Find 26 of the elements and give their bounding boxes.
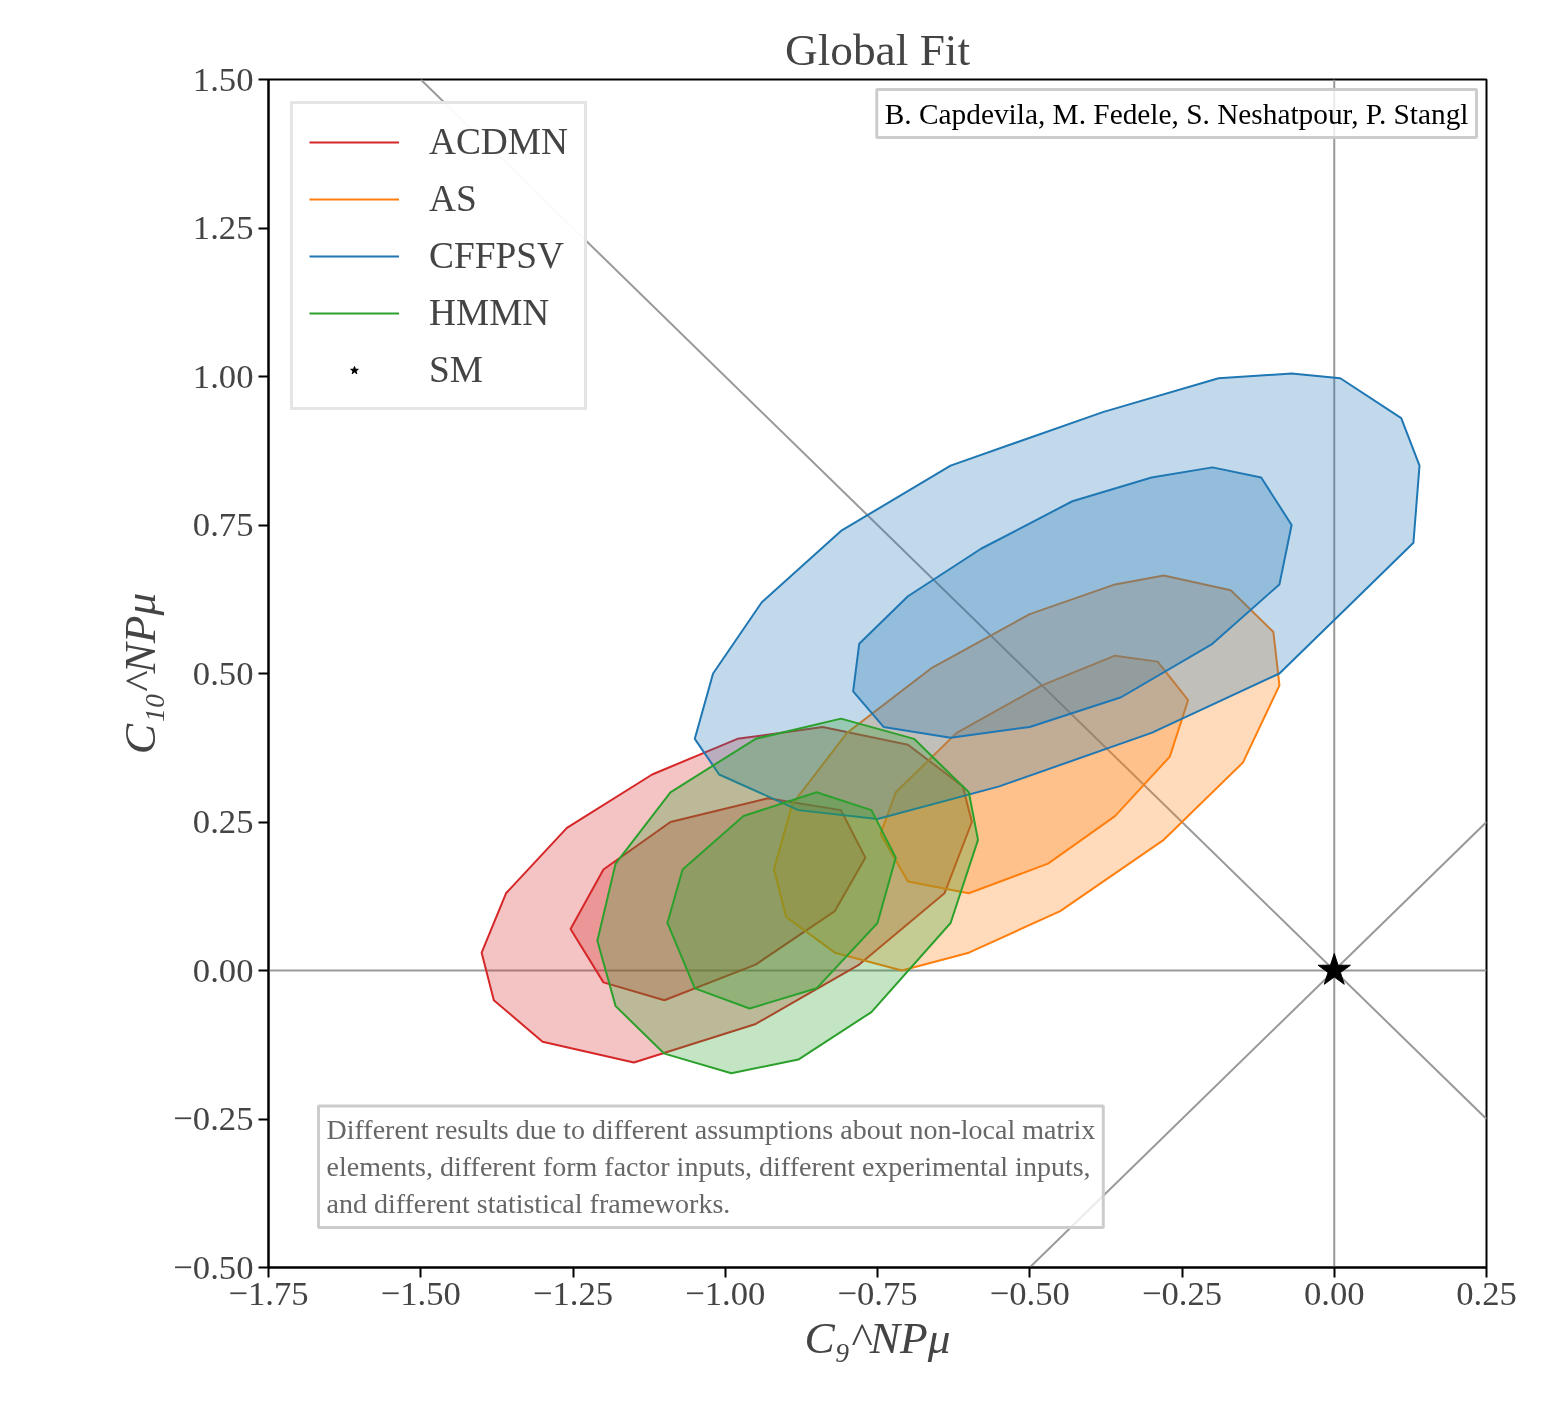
x-tick-label: −1.00 <box>685 1273 766 1312</box>
legend-label: ACDMN <box>429 120 568 163</box>
legend-label: SM <box>429 348 483 391</box>
x-tick-label: 0.25 <box>1456 1273 1517 1312</box>
y-tick-label: −0.25 <box>173 1099 254 1137</box>
legend-label: HMMN <box>429 291 550 334</box>
annotation: Different results due to different assumptions about non-local matrix elements, different form factor inputs, different experimental inputs, and different statistical frameworks. <box>326 1114 1096 1220</box>
legend-label: CFFPSV <box>429 234 564 277</box>
y-tick-label: 0.75 <box>192 505 254 543</box>
x-tick-label: −0.50 <box>989 1273 1070 1312</box>
x-tick-label: 0.00 <box>1303 1273 1365 1312</box>
annotation: B. Capdevila, M. Fedele, S. Neshatpour, P. Stangl <box>884 97 1469 130</box>
x-tick-label: −1.25 <box>532 1273 614 1312</box>
y-axis-title: C₁₀^NPμ <box>115 592 166 755</box>
y-tick-label: 0.50 <box>192 653 254 692</box>
x-tick-label: −1.50 <box>380 1273 461 1312</box>
x-axis-title: C₉^NPμ <box>804 1312 951 1363</box>
y-tick-label: 0.00 <box>192 950 254 989</box>
x-tick-label: −0.25 <box>1141 1273 1223 1312</box>
x-tick-label: −0.75 <box>837 1273 918 1312</box>
y-tick-label: 0.25 <box>192 802 254 840</box>
y-tick-label: 1.00 <box>192 356 254 395</box>
legend-label: AS <box>429 177 477 220</box>
y-tick-label: 1.50 <box>192 59 254 98</box>
y-tick-label: 1.25 <box>192 208 254 246</box>
chart-title: Global Fit <box>784 24 971 75</box>
